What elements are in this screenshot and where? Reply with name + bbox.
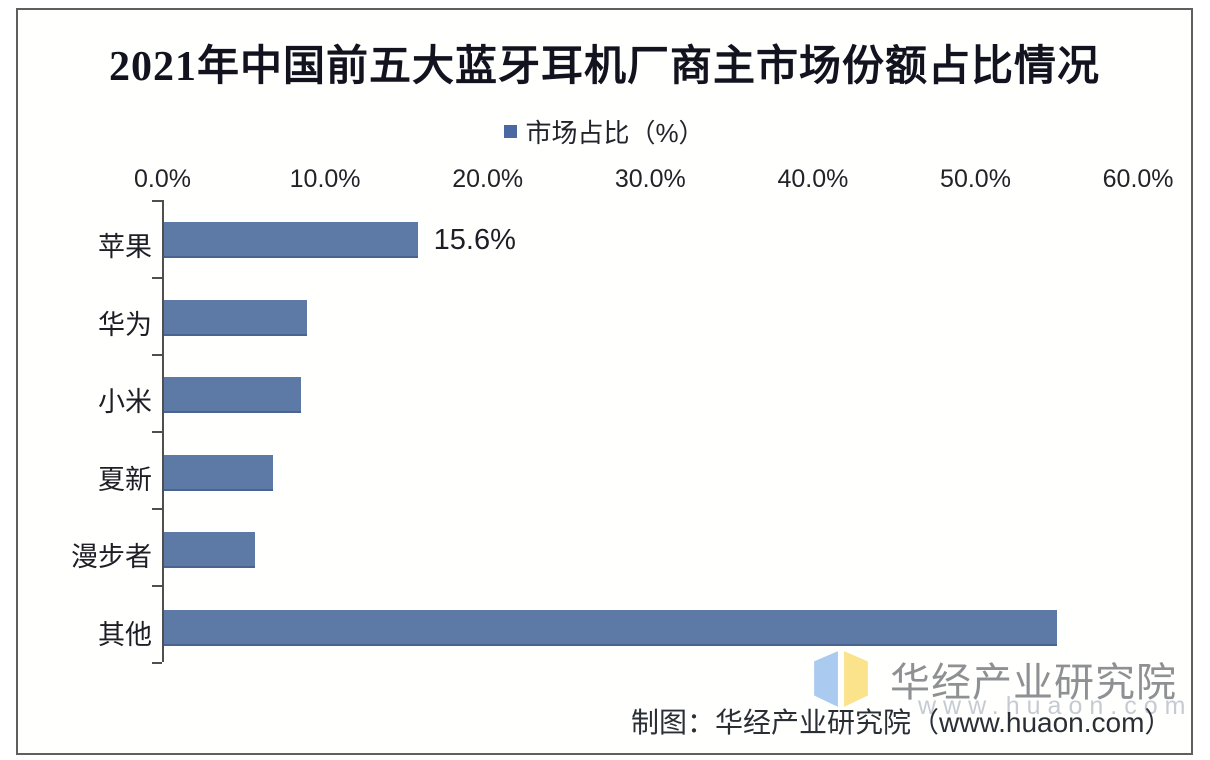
category-label: 苹果 [98, 232, 152, 262]
y-axis-tick [152, 431, 162, 433]
y-axis-tick [152, 200, 162, 202]
bar-3 [164, 377, 301, 413]
bar-6 [164, 609, 1057, 646]
y-axis-tick [152, 277, 162, 279]
bar-2 [164, 299, 308, 336]
source-caption: 制图：华经产业研究院（www.huaon.com） [631, 707, 1173, 738]
category-label: 其他 [98, 619, 152, 650]
y-axis-tick [152, 585, 162, 587]
x-tick-label: 10.0% [289, 165, 361, 193]
legend-marker-icon [504, 125, 518, 138]
y-axis-line [162, 200, 164, 662]
bar-5 [164, 532, 256, 568]
category-label: 夏新 [98, 464, 152, 495]
huaon-book-logo-icon [814, 651, 868, 707]
x-tick-label: 30.0% [614, 165, 686, 193]
brand-name: 华经产业研究院 [890, 661, 1177, 705]
chart-title: 2021年中国前五大蓝牙耳机厂商主市场份额占比情况 [108, 44, 1100, 90]
category-label: 漫步者 [71, 542, 152, 572]
y-axis-tick [152, 508, 162, 510]
category-label: 华为 [98, 309, 152, 340]
chart-frame: 2021年中国前五大蓝牙耳机厂商主市场份额占比情况 市场占比（%） 0.0% 10… [16, 8, 1193, 755]
y-axis-tick [152, 662, 162, 664]
bar-4 [164, 454, 273, 491]
x-axis: 0.0% 10.0% 20.0% 30.0% 40.0% 50.0% 60.0% [18, 165, 1191, 195]
x-tick-label: 50.0% [940, 165, 1011, 193]
bar-1 [164, 222, 418, 258]
bar-data-label: 15.6% [433, 224, 516, 256]
x-tick-label: 60.0% [1102, 165, 1174, 193]
watermark-text: www.huaon.com [918, 692, 1193, 720]
x-tick-label: 20.0% [452, 165, 524, 193]
legend-label: 市场占比（%） [525, 118, 705, 148]
x-tick-label: 0.0% [134, 165, 191, 193]
legend: 市场占比（%） [18, 113, 1191, 150]
plot-area: 苹果 15.6% 华为小米夏新漫步者其他 [18, 10, 1191, 753]
category-label: 小米 [98, 387, 152, 417]
y-axis-tick [152, 354, 162, 356]
x-tick-label: 40.0% [777, 165, 849, 193]
